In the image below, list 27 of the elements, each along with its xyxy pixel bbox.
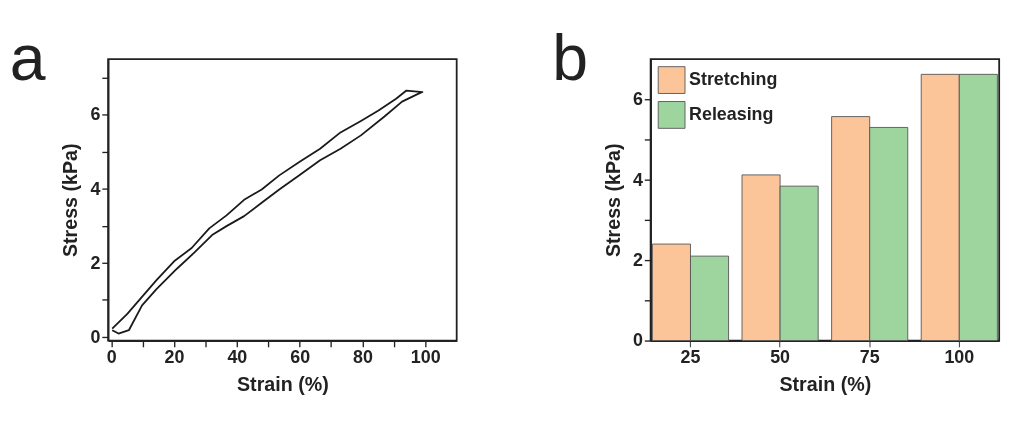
x-tick-label: 80 (352, 347, 373, 368)
legend-label: Releasing (689, 104, 774, 125)
x-tick-label: 60 (290, 347, 311, 368)
chart-title: b (552, 21, 589, 94)
x-tick-label: 20 (164, 347, 185, 368)
x-tick-label: 50 (770, 347, 791, 368)
x-tick-label: 75 (859, 347, 880, 368)
y-tick-label: 6 (633, 89, 644, 110)
y-axis-title: Stress (kPa) (59, 143, 82, 258)
y-axis-title: Stress (kPa) (601, 143, 624, 258)
line-series (111, 89, 424, 335)
x-tick-label: 40 (227, 347, 248, 368)
y-tick-label: 0 (90, 326, 101, 347)
y-tick-label: 0 (633, 330, 644, 351)
y-tick-label: 4 (633, 169, 644, 190)
chart-title: a (9, 21, 46, 94)
x-tick-label: 25 (680, 347, 701, 368)
y-tick-label: 4 (90, 178, 101, 199)
y-tick-label: 6 (90, 104, 101, 125)
x-tick-label: 100 (944, 347, 975, 368)
x-axis-title: Strain (%) (236, 373, 329, 396)
y-tick-label: 2 (633, 249, 644, 270)
y-tick-label: 2 (90, 252, 101, 273)
x-axis-title: Strain (%) (779, 373, 872, 396)
legend-label: Stretching (689, 69, 778, 90)
x-tick-label: 100 (410, 347, 441, 368)
x-tick-label: 0 (106, 347, 117, 368)
